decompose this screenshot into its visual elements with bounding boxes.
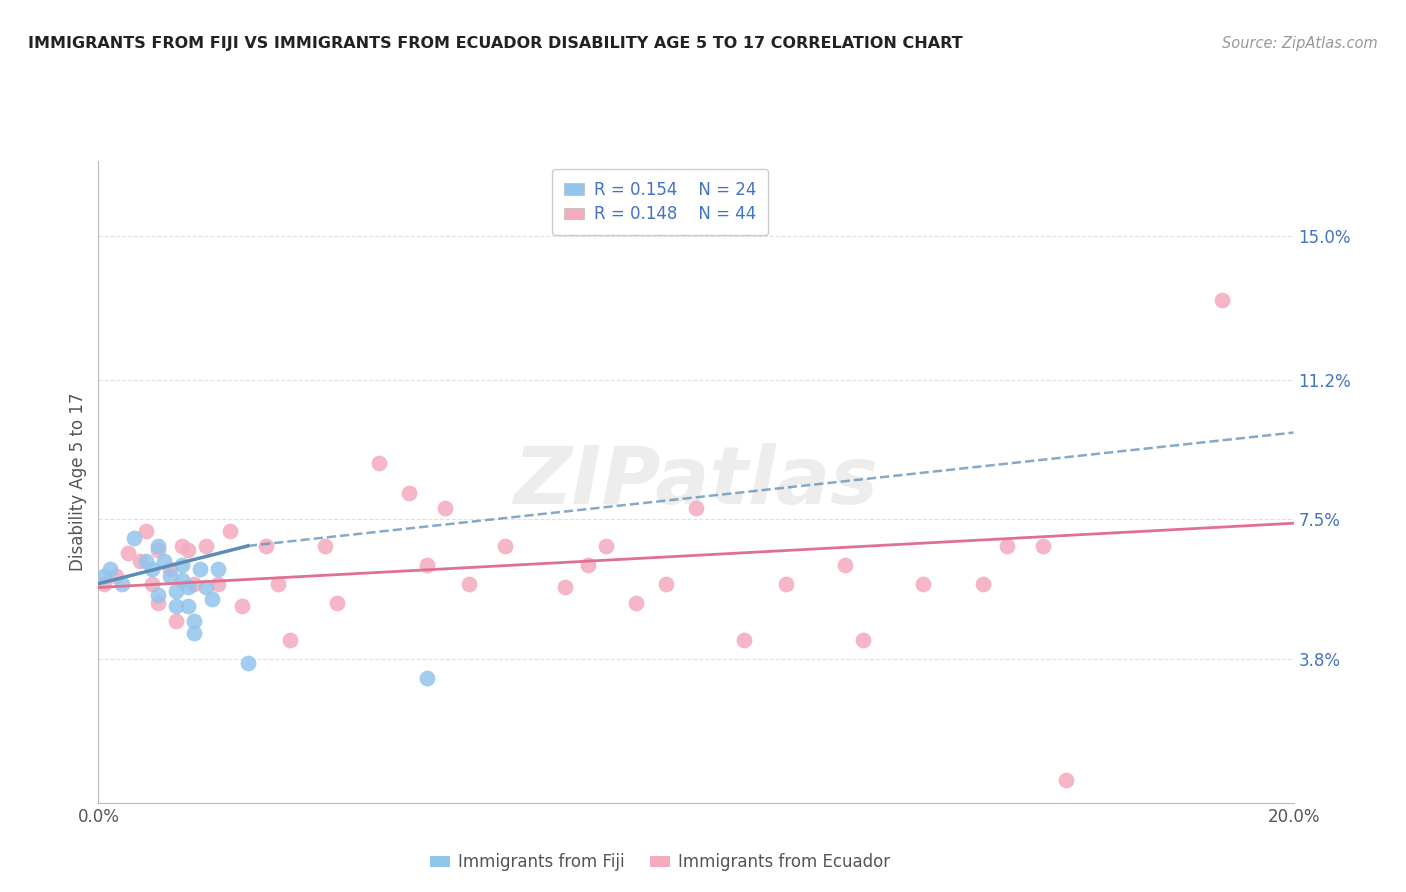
- Point: [165, 584, 187, 599]
- Point: [315, 539, 337, 553]
- Text: IMMIGRANTS FROM FIJI VS IMMIGRANTS FROM ECUADOR DISABILITY AGE 5 TO 17 CORRELATI: IMMIGRANTS FROM FIJI VS IMMIGRANTS FROM …: [28, 36, 963, 51]
- Point: [655, 576, 678, 591]
- Point: [105, 569, 128, 583]
- Point: [93, 569, 115, 583]
- Point: [416, 558, 439, 572]
- Point: [326, 596, 349, 610]
- Point: [733, 633, 755, 648]
- Point: [172, 558, 194, 572]
- Point: [834, 558, 856, 572]
- Point: [177, 542, 200, 557]
- Point: [494, 539, 516, 553]
- Point: [177, 599, 200, 614]
- Point: [141, 561, 163, 575]
- Point: [458, 576, 481, 591]
- Point: [972, 576, 994, 591]
- Point: [117, 546, 139, 560]
- Point: [148, 542, 170, 557]
- Point: [434, 501, 457, 516]
- Legend: Immigrants from Fiji, Immigrants from Ecuador: Immigrants from Fiji, Immigrants from Ec…: [423, 847, 897, 878]
- Point: [135, 554, 157, 568]
- Point: [172, 539, 194, 553]
- Point: [1211, 293, 1233, 308]
- Text: Source: ZipAtlas.com: Source: ZipAtlas.com: [1222, 36, 1378, 51]
- Point: [626, 596, 648, 610]
- Point: [267, 576, 290, 591]
- Point: [165, 615, 187, 629]
- Point: [183, 576, 205, 591]
- Point: [159, 561, 181, 575]
- Point: [153, 554, 176, 568]
- Point: [207, 561, 229, 575]
- Point: [100, 561, 122, 575]
- Point: [207, 576, 229, 591]
- Point: [183, 615, 205, 629]
- Point: [995, 539, 1018, 553]
- Point: [775, 576, 797, 591]
- Point: [254, 539, 277, 553]
- Point: [912, 576, 935, 591]
- Point: [141, 576, 163, 591]
- Point: [148, 539, 170, 553]
- Point: [165, 599, 187, 614]
- Point: [554, 581, 576, 595]
- Point: [148, 588, 170, 602]
- Point: [595, 539, 617, 553]
- Point: [172, 573, 194, 587]
- Point: [398, 486, 420, 500]
- Point: [278, 633, 301, 648]
- Point: [135, 524, 157, 538]
- Point: [219, 524, 242, 538]
- Point: [368, 456, 391, 470]
- Point: [195, 539, 218, 553]
- Point: [111, 576, 134, 591]
- Point: [148, 596, 170, 610]
- Point: [124, 532, 146, 546]
- Point: [177, 581, 200, 595]
- Point: [236, 656, 259, 670]
- Point: [129, 554, 152, 568]
- Point: [1032, 539, 1054, 553]
- Point: [159, 569, 181, 583]
- Point: [685, 501, 707, 516]
- Point: [195, 581, 218, 595]
- Y-axis label: Disability Age 5 to 17: Disability Age 5 to 17: [69, 392, 87, 571]
- Point: [231, 599, 253, 614]
- Point: [1054, 773, 1078, 788]
- Point: [188, 561, 211, 575]
- Point: [852, 633, 875, 648]
- Point: [416, 671, 439, 685]
- Point: [201, 591, 224, 606]
- Point: [578, 558, 600, 572]
- Text: ZIPatlas: ZIPatlas: [513, 442, 879, 521]
- Point: [183, 625, 205, 640]
- Point: [93, 576, 115, 591]
